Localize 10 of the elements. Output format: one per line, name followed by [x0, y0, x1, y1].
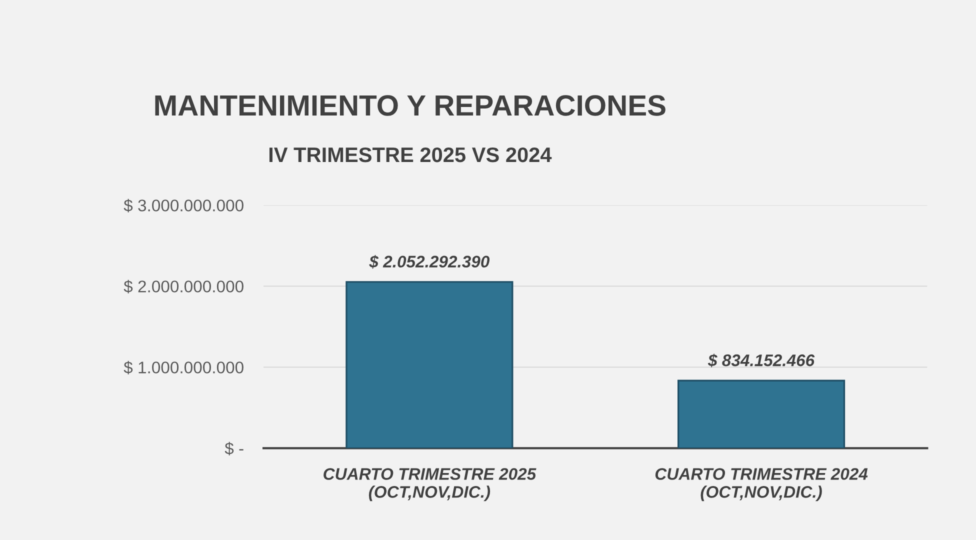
y-tick-label: $ 1.000.000.000: [124, 360, 244, 374]
chart-title: MANTENIMIENTO Y REPARACIONES: [155, 95, 666, 116]
y-tick-label: $ 2.000.000.000: [124, 280, 244, 294]
y-tick-label: $ 3.000.000.000: [124, 198, 244, 212]
data-label: $ 2.052.292.390: [369, 255, 490, 269]
data-label: $ 834.152.466: [708, 354, 815, 368]
x-tick-label: CUARTO TRIMESTRE 2024 (OCT,NOV,DIC.): [655, 468, 868, 502]
x-tick-label: CUARTO TRIMESTRE 2025 (OCT,NOV,DIC.): [324, 468, 536, 502]
y-tick-label: $ -: [224, 442, 244, 456]
chart-subtitle: IV TRIMESTRE 2025 VS 2024: [269, 147, 552, 162]
